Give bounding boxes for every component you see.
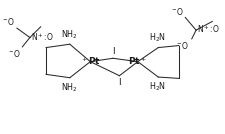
Text: $^-$O: $^-$O [1, 16, 16, 27]
Text: $^-$O: $^-$O [7, 48, 21, 59]
Text: N$^+$:O: N$^+$:O [31, 31, 54, 43]
Text: NH$_2$: NH$_2$ [61, 28, 78, 41]
Text: Pt$^+$: Pt$^+$ [128, 56, 147, 68]
Text: $^+$Pt: $^+$Pt [80, 56, 101, 68]
Text: I: I [112, 47, 114, 56]
Text: $^-$O: $^-$O [175, 40, 190, 51]
Text: NH$_2$: NH$_2$ [61, 81, 78, 94]
Text: $^-$O: $^-$O [170, 6, 184, 17]
Text: N$^+$:O: N$^+$:O [197, 24, 220, 35]
Text: I: I [118, 78, 121, 87]
Text: H$_2$N: H$_2$N [149, 80, 166, 93]
Text: H$_2$N: H$_2$N [149, 32, 166, 44]
